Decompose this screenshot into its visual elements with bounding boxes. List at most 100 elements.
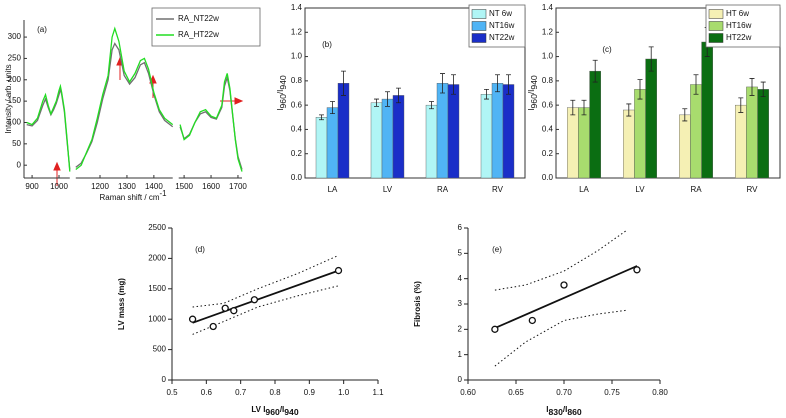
y-tick-label: 1.0 [542, 52, 554, 61]
x-tick-label: 0.9 [304, 388, 316, 397]
y-tick-label: 0.8 [291, 76, 303, 85]
y-axis-label-part: /I [527, 90, 536, 94]
x-tick-label: 1300 [118, 182, 136, 191]
x-tick-label: 0.5 [166, 388, 178, 397]
bar [480, 94, 493, 179]
x-tick-label: 1600 [202, 182, 220, 191]
error-bar [682, 108, 688, 122]
error-bar [693, 74, 699, 95]
y-axis-label-sub: 940 [278, 75, 288, 90]
x-axis-label-part: I [546, 405, 548, 414]
legend-swatch [471, 33, 487, 43]
y-axis-label-sub: 960 [529, 94, 539, 109]
legend-swatch [708, 33, 724, 43]
error-bar [506, 74, 511, 95]
error-bar [738, 97, 744, 113]
y-tick-label: 0.0 [291, 173, 303, 182]
x-tick-label: RA [690, 185, 702, 194]
error-bar [495, 74, 500, 93]
x-tick-label: 0.60 [460, 388, 476, 397]
bar [425, 104, 438, 179]
x-tick-label: 0.75 [604, 388, 620, 397]
x-tick-label: LA [328, 185, 338, 194]
x-tick-label: 0.8 [269, 388, 281, 397]
y-tick-label: 0.8 [542, 76, 554, 85]
y-axis-label: LV mass (mg) [117, 278, 126, 330]
y-axis-label-sub: 960 [278, 94, 288, 109]
confidence-band [192, 254, 339, 308]
legend-swatch [471, 21, 487, 31]
y-tick-label: 0.4 [542, 125, 554, 134]
bar [623, 109, 635, 179]
panel-label: (e) [492, 245, 502, 254]
x-tick-label: LA [579, 185, 589, 194]
x-tick-label: 0.6 [201, 388, 213, 397]
y-tick-label: 0 [17, 160, 22, 169]
y-tick-label: 2 [458, 324, 463, 333]
y-tick-label: 500 [153, 345, 167, 354]
y-axis-label-part: /I [276, 90, 285, 94]
error-bar [570, 99, 576, 116]
legend-label: NT22w [489, 33, 515, 42]
y-tick-label: 0 [458, 375, 463, 384]
y-tick-label: 50 [12, 139, 21, 148]
y-tick-label: 1.2 [542, 27, 554, 36]
spectrum-line [26, 26, 243, 172]
error-bar [592, 59, 598, 83]
error-bar [626, 103, 632, 117]
bar [735, 104, 747, 179]
y-tick-label: 0.6 [291, 100, 303, 109]
y-tick-label: 1.0 [291, 52, 303, 61]
error-bar [637, 79, 643, 100]
y-axis-label-sub: 940 [529, 75, 539, 90]
error-bar [396, 87, 401, 104]
error-bar [319, 114, 324, 121]
bar [634, 89, 646, 179]
x-axis-label-sub: 940 [284, 407, 299, 417]
error-bar [451, 74, 456, 95]
y-tick-label: 0.2 [542, 149, 554, 158]
bar [392, 95, 405, 179]
plot-frame [555, 7, 781, 179]
legend-swatch [708, 9, 724, 19]
legend-label: HT16w [726, 21, 752, 30]
y-tick-label: 2000 [148, 254, 166, 263]
legend-swatch [708, 21, 724, 31]
x-tick-label: 1200 [91, 182, 109, 191]
legend-label: HT 6w [726, 9, 749, 18]
bar [589, 70, 601, 179]
bar [679, 114, 691, 179]
error-bar [440, 73, 445, 94]
error-bar [749, 78, 755, 96]
y-tick-label: 5 [458, 248, 463, 257]
point [633, 266, 641, 274]
y-axis-label-part: I [276, 109, 285, 111]
y-tick-label: 1.4 [291, 3, 303, 12]
bar [447, 84, 460, 179]
y-tick-label: 6 [458, 223, 463, 232]
error-bar [385, 91, 390, 107]
fit-line [494, 265, 638, 329]
x-tick-label: 0.80 [652, 388, 668, 397]
legend-swatch [471, 9, 487, 19]
x-tick-label: 0.70 [556, 388, 572, 397]
y-tick-label: 0.4 [291, 125, 303, 134]
x-tick-label: 0.65 [508, 388, 524, 397]
x-axis-label-part: /I [280, 405, 284, 414]
error-bar [648, 46, 654, 72]
y-tick-label: 1000 [148, 314, 166, 323]
x-axis-label-sup: -1 [159, 189, 167, 198]
point [209, 322, 217, 331]
y-axis-label: Fibrosis (%) [413, 281, 422, 327]
point [230, 307, 238, 315]
x-tick-label: 1000 [50, 182, 68, 191]
panel-label: (b) [322, 40, 332, 49]
x-axis-label-part: LV I [251, 405, 265, 414]
arrow-head [234, 97, 244, 105]
arrow-head [53, 161, 61, 171]
bar [436, 83, 449, 179]
error-bar [581, 99, 587, 116]
legend-box [151, 7, 261, 47]
point [491, 325, 499, 333]
